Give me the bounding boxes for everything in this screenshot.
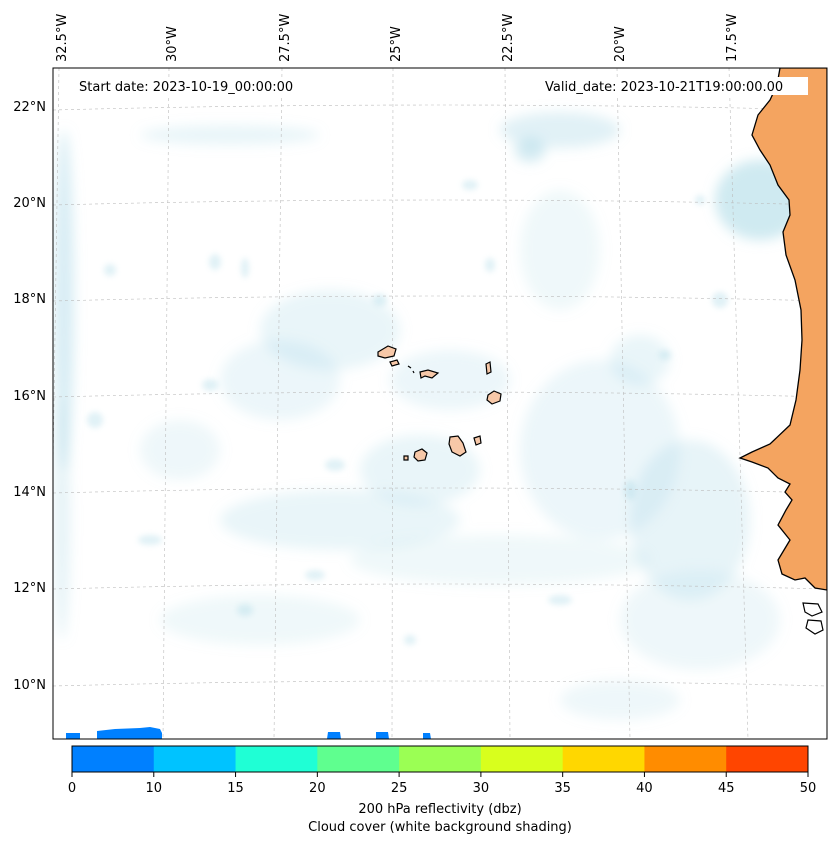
colorbar-tick-label: 35 [554, 781, 571, 796]
island-boa-vista [486, 390, 502, 405]
colorbar-segment [726, 746, 809, 772]
start-date-box [74, 77, 312, 95]
latitude-labels: 22°N 20°N 18°N 16°N 14°N 12°N 10°N [13, 100, 46, 693]
valid-date-box [540, 77, 808, 95]
island-sao-nicolau [419, 369, 440, 379]
start-date-label: Start date: 2023-10-19_00:00:00 [79, 80, 293, 95]
lon-label-20w: 20°W [613, 26, 628, 62]
lon-label-17-5w: 17.5°W [725, 14, 740, 62]
colorbar-segment [644, 746, 727, 772]
colorbar-tick-label: 15 [227, 781, 244, 796]
lon-label-30w: 30°W [165, 26, 180, 62]
island-brava [403, 455, 409, 461]
island-sal [485, 361, 492, 375]
island-fogo [413, 448, 428, 462]
island-santa-luzia [407, 365, 412, 369]
colorbar-segment [317, 746, 400, 772]
lat-label-16n: 16°N [13, 389, 46, 404]
island-maio [473, 435, 482, 446]
lon-label-22-5w: 22.5°W [501, 14, 516, 62]
land-africa [738, 68, 827, 635]
colorbar-segment [72, 746, 155, 772]
lon-label-32-5w: 32.5°W [55, 14, 70, 62]
lat-label-12n: 12°N [13, 581, 46, 596]
colorbar-segment [235, 746, 318, 772]
lat-label-22n: 22°N [13, 100, 46, 115]
colorbar-tick-label: 20 [309, 781, 326, 796]
africa-coastline [738, 68, 827, 591]
lon-label-25w: 25°W [389, 26, 404, 62]
colorbar-frame [71, 745, 809, 773]
lat-label-10n: 10°N [13, 678, 46, 693]
lat-label-14n: 14°N [13, 485, 46, 500]
colorbar-segment [562, 746, 645, 772]
colorbar-tick-label: 0 [68, 781, 76, 796]
island-islet [412, 370, 415, 374]
longitude-labels: 32.5°W 30°W 27.5°W 25°W 22.5°W 20°W 17.5… [55, 14, 740, 62]
colorbar: 0 10 15 20 25 30 35 40 45 50 200 hPa reflectivity… [68, 745, 816, 835]
colorbar-sublabel: Cloud cover (white background shading) [308, 820, 572, 835]
lat-label-20n: 20°N [13, 196, 46, 211]
colorbar-tick-label: 45 [718, 781, 735, 796]
valid-date-label: Valid_date: 2023-10-21T19:00:00.00 [545, 80, 783, 95]
colorbar-segments [72, 746, 809, 772]
island-santiago [448, 435, 467, 457]
lon-label-27-5w: 27.5°W [278, 14, 293, 62]
island-sao-vicente [389, 359, 400, 367]
cloud-cover-shading [54, 112, 805, 720]
colorbar-tick-label: 50 [800, 781, 817, 796]
island-santo-antao [377, 345, 397, 359]
lat-label-18n: 18°N [13, 292, 46, 307]
graticule [53, 68, 827, 739]
guinea-coast-islands [802, 602, 824, 635]
colorbar-segment [399, 746, 482, 772]
colorbar-tick-label: 30 [473, 781, 490, 796]
colorbar-ticks: 0 10 15 20 25 30 35 40 45 50 [68, 772, 816, 796]
colorbar-tick-label: 40 [636, 781, 653, 796]
colorbar-tick-label: 25 [391, 781, 408, 796]
colorbar-segment [480, 746, 564, 772]
cape-verde-islands [377, 345, 502, 462]
colorbar-label: 200 hPa reflectivity (dbz) [358, 802, 521, 817]
colorbar-segment [153, 746, 237, 772]
reflectivity-patches [66, 727, 431, 739]
colorbar-tick-label: 10 [146, 781, 163, 796]
map-frame [52, 67, 828, 740]
